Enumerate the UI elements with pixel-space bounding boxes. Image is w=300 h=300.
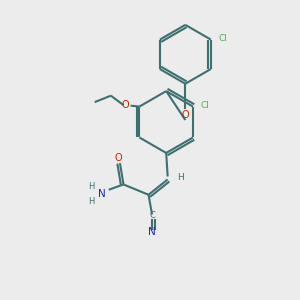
Text: C: C (149, 211, 155, 220)
Text: O: O (182, 110, 189, 120)
Text: H: H (177, 173, 183, 182)
Text: O: O (115, 153, 123, 163)
Text: Cl: Cl (219, 34, 228, 43)
Text: N: N (148, 227, 156, 237)
Text: H: H (88, 182, 94, 191)
Text: N: N (98, 189, 106, 199)
Text: H: H (88, 197, 94, 206)
Text: Cl: Cl (201, 101, 210, 110)
Text: O: O (122, 100, 129, 110)
